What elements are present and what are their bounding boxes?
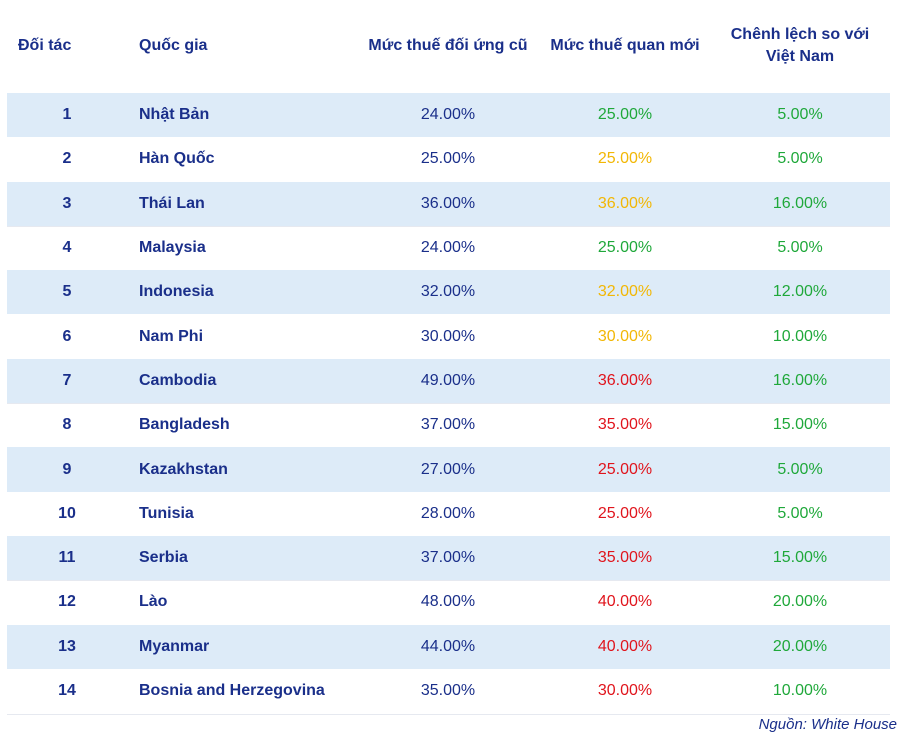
- row-country: Serbia: [139, 549, 188, 567]
- row-diff: 5.00%: [777, 504, 823, 522]
- header-partner: Đối tác: [18, 37, 72, 54]
- row-diff: 5.00%: [777, 106, 823, 124]
- table-row: 10 Tunisia 28.00% 25.00% 5.00%: [7, 492, 890, 536]
- row-old-rate: 24.00%: [420, 106, 476, 124]
- row-divider: [7, 403, 890, 404]
- row-id: 10: [58, 504, 76, 522]
- row-id: 6: [62, 327, 72, 345]
- row-new-rate: 30.00%: [597, 682, 653, 699]
- row-new-rate: 36.00%: [597, 194, 653, 212]
- row-country: Tunisia: [139, 504, 194, 522]
- row-new-rate: 35.00%: [597, 416, 653, 434]
- row-country: Hàn Quốc: [139, 150, 215, 168]
- table-row: 14 Bosnia and Herzegovina 35.00% 30.00% …: [7, 669, 890, 713]
- row-country: Nhật Bản: [139, 106, 210, 124]
- row-id: 11: [58, 549, 76, 567]
- row-new-rate: 30.00%: [597, 327, 653, 345]
- table-row: 9 Kazakhstan 27.00% 25.00% 5.00%: [7, 447, 890, 492]
- table-header: Đối tác Quốc gia Mức thuế đối ứng cũ Mức…: [0, 0, 903, 92]
- row-new-rate: 32.00%: [597, 283, 653, 301]
- table-bottom-divider: [7, 714, 890, 715]
- row-new-rate: 25.00%: [597, 504, 653, 522]
- row-diff: 10.00%: [772, 682, 828, 699]
- row-new-rate: 40.00%: [597, 593, 653, 611]
- row-new-rate: 25.00%: [597, 239, 653, 257]
- row-id: 2: [62, 150, 72, 168]
- header-old-rate: Mức thuế đối ứng cũ: [368, 37, 528, 54]
- row-diff: 16.00%: [772, 194, 828, 212]
- row-id: 1: [62, 106, 72, 124]
- table-row: 11 Serbia 37.00% 35.00% 15.00%: [7, 535, 890, 581]
- row-old-rate: 30.00%: [420, 327, 476, 345]
- row-id: 14: [58, 682, 76, 699]
- row-diff: 20.00%: [772, 593, 828, 611]
- row-diff: 16.00%: [772, 371, 828, 389]
- table-row: 1 Nhật Bản 24.00% 25.00% 5.00%: [7, 93, 890, 138]
- row-diff: 20.00%: [772, 637, 828, 655]
- row-old-rate: 25.00%: [420, 150, 476, 168]
- table-row: 12 Lào 48.00% 40.00% 20.00%: [7, 580, 890, 624]
- row-old-rate: 36.00%: [420, 194, 476, 212]
- table-row: 2 Hàn Quốc 25.00% 25.00% 5.00%: [7, 137, 890, 181]
- row-id: 9: [62, 460, 72, 478]
- row-country: Indonesia: [139, 283, 214, 301]
- header-country: Quốc gia: [139, 37, 208, 54]
- row-diff: 5.00%: [777, 150, 823, 168]
- table-row: 4 Malaysia 24.00% 25.00% 5.00%: [7, 226, 890, 270]
- row-old-rate: 32.00%: [420, 283, 476, 301]
- row-diff: 5.00%: [777, 460, 823, 478]
- row-id: 7: [62, 371, 72, 389]
- row-divider: [7, 580, 890, 581]
- row-old-rate: 28.00%: [420, 504, 476, 522]
- table-row: 6 Nam Phi 30.00% 30.00% 10.00%: [7, 314, 890, 358]
- table-row: 7 Cambodia 49.00% 36.00% 16.00%: [7, 358, 890, 404]
- row-country: Myanmar: [139, 637, 210, 655]
- row-country: Bosnia and Herzegovina: [139, 682, 325, 699]
- header-new-rate: Mức thuế quan mới: [550, 37, 700, 54]
- row-id: 12: [58, 593, 76, 611]
- row-new-rate: 25.00%: [597, 460, 653, 478]
- row-old-rate: 49.00%: [420, 371, 476, 389]
- row-id: 3: [62, 194, 72, 212]
- row-old-rate: 37.00%: [420, 549, 476, 567]
- row-country: Kazakhstan: [139, 460, 228, 478]
- row-id: 4: [62, 239, 72, 257]
- row-old-rate: 44.00%: [420, 637, 476, 655]
- row-old-rate: 35.00%: [420, 682, 476, 699]
- row-diff: 10.00%: [772, 327, 828, 345]
- row-new-rate: 25.00%: [597, 106, 653, 124]
- row-old-rate: 37.00%: [420, 416, 476, 434]
- row-diff: 5.00%: [777, 239, 823, 257]
- row-new-rate: 25.00%: [597, 150, 653, 168]
- row-country: Cambodia: [139, 371, 217, 389]
- table-row: 13 Myanmar 44.00% 40.00% 20.00%: [7, 624, 890, 669]
- table-row: 8 Bangladesh 37.00% 35.00% 15.00%: [7, 403, 890, 447]
- row-old-rate: 48.00%: [420, 593, 476, 611]
- row-new-rate: 36.00%: [597, 371, 653, 389]
- row-new-rate: 35.00%: [597, 549, 653, 567]
- source-note: Nguồn: White House: [758, 716, 897, 733]
- row-new-rate: 40.00%: [597, 637, 653, 655]
- row-old-rate: 24.00%: [420, 239, 476, 257]
- row-country: Bangladesh: [139, 416, 230, 434]
- row-id: 8: [62, 416, 72, 434]
- row-country: Thái Lan: [139, 194, 205, 212]
- row-id: 13: [58, 637, 76, 655]
- table-row: 5 Indonesia 32.00% 32.00% 12.00%: [7, 270, 890, 315]
- row-old-rate: 27.00%: [420, 460, 476, 478]
- row-id: 5: [62, 283, 72, 301]
- row-diff: 12.00%: [772, 283, 828, 301]
- row-diff: 15.00%: [772, 416, 828, 434]
- row-country: Malaysia: [139, 239, 206, 257]
- table-body: 1 Nhật Bản 24.00% 25.00% 5.00% 2 Hàn Quố…: [7, 93, 890, 713]
- row-country: Nam Phi: [139, 327, 204, 345]
- row-divider: [7, 226, 890, 227]
- table-row: 3 Thái Lan 36.00% 36.00% 16.00%: [7, 181, 890, 226]
- row-country: Lào: [139, 593, 168, 611]
- row-diff: 15.00%: [772, 549, 828, 567]
- header-diff: Chênh lệch so với Việt Nam: [730, 26, 870, 65]
